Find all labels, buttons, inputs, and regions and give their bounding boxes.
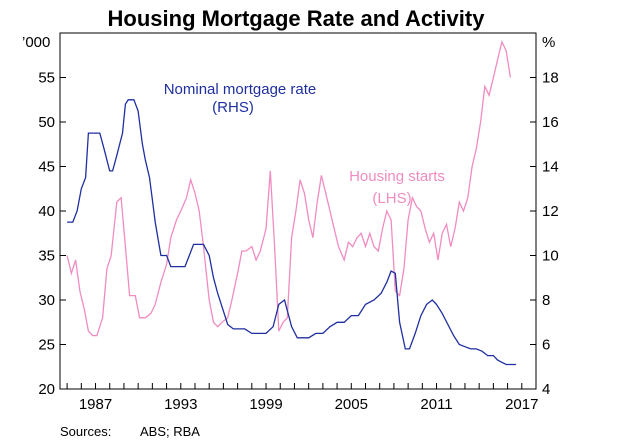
right-tick-label: 14	[542, 159, 559, 176]
x-axis: 1987 1993 1999 2005 2011 2017	[66, 383, 538, 413]
left-tick-label: 55	[38, 70, 55, 87]
x-tick-label: 2005	[335, 396, 368, 413]
series-line-mortgage-rate	[67, 99, 517, 366]
left-tick-label: 45	[38, 159, 55, 176]
x-tick-label: 2011	[420, 396, 452, 413]
series-line-housing-starts	[66, 39, 512, 337]
right-tick-label: 18	[542, 70, 559, 87]
left-tick-label: 25	[38, 337, 55, 354]
x-tick-label: 1993	[164, 396, 197, 413]
left-tick-label: 35	[38, 248, 55, 265]
right-tick-label: 6	[542, 337, 550, 354]
right-tick-label: 8	[542, 292, 550, 309]
rate-annotation-note: (RHS)	[212, 99, 254, 116]
sources-text: ABS; RBA	[140, 424, 200, 439]
x-tick-label: 2017	[505, 396, 538, 413]
x-tick-label: 1987	[79, 396, 112, 413]
right-tick-label: 4	[542, 381, 550, 398]
rate-annotation: Nominal mortgage rate	[164, 81, 317, 98]
left-tick-label: 20	[38, 381, 55, 398]
right-axis: 4 6 8 10 12 14 16 18	[530, 70, 559, 398]
starts-annotation: Housing starts	[349, 168, 445, 185]
x-tick-label: 1999	[249, 396, 282, 413]
left-tick-label: 30	[38, 292, 55, 309]
right-tick-label: 12	[542, 203, 559, 220]
left-tick-label: 50	[38, 114, 55, 131]
left-tick-label: 40	[38, 203, 55, 220]
starts-annotation-note: (LHS)	[372, 190, 411, 207]
chart-title: Housing Mortgage Rate and Activity	[108, 6, 486, 31]
left-axis-unit: ’000	[22, 34, 50, 51]
sources-label: Sources:	[60, 424, 111, 439]
right-tick-label: 10	[542, 248, 559, 265]
right-axis-unit: %	[542, 34, 555, 51]
left-axis: 20 25 30 35 40 45 50 55	[38, 70, 66, 398]
right-tick-label: 16	[542, 114, 559, 131]
